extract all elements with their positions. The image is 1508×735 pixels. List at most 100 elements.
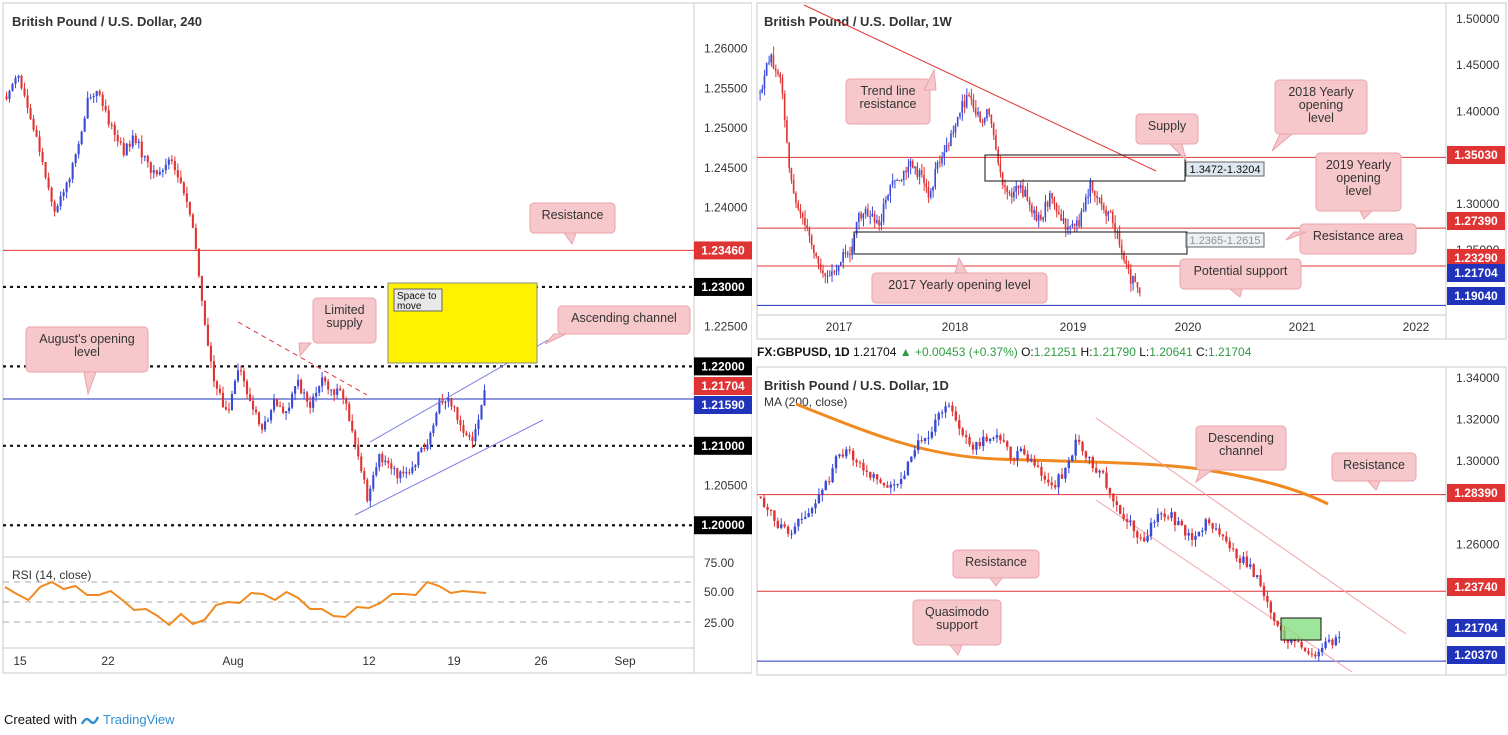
candle-body (884, 199, 887, 204)
candle-body (324, 377, 327, 382)
candle-body (459, 419, 462, 426)
candle-body (363, 471, 366, 480)
candle-body (1134, 275, 1136, 283)
candle-body (1089, 181, 1092, 197)
footer-branding[interactable]: Created with TradingView (4, 712, 175, 727)
callout-august-opening-pointer (83, 371, 97, 396)
candle-body (71, 163, 74, 180)
candle-body (1111, 211, 1114, 224)
callout-supply-box (1135, 113, 1199, 145)
chart-d1[interactable]: British Pound / U.S. Dollar, 1D MA (200, … (756, 366, 1508, 676)
candle-body (952, 132, 954, 134)
chart-w1[interactable]: British Pound / U.S. Dollar, 1W 1.50000 1.… (756, 0, 1508, 340)
candle-body (810, 508, 814, 514)
candle-body (1214, 528, 1218, 530)
chart-d1-panel[interactable]: British Pound / U.S. Dollar, 1D MA (200, … (756, 366, 1508, 676)
candle-body (1009, 446, 1012, 459)
candle-body (1242, 556, 1245, 563)
candle-body (878, 220, 880, 226)
candle-body (913, 450, 916, 457)
candle-body (887, 195, 889, 200)
x-tick-label: 2019 (1060, 320, 1087, 334)
candle-body (1259, 575, 1262, 587)
candle-body (1057, 474, 1060, 488)
candle-body (963, 101, 966, 108)
callout-2018-opening-box (1274, 79, 1368, 135)
candle-body (848, 449, 851, 451)
candle-body (1015, 186, 1017, 192)
candle-body (844, 252, 847, 255)
price-tag: 1.21704 (1454, 621, 1498, 635)
candle-body (1197, 531, 1201, 536)
candle-body (167, 159, 170, 165)
candle-body (1033, 210, 1035, 214)
candle-body (266, 420, 270, 422)
candle-body (1327, 639, 1331, 642)
candle-body (940, 412, 944, 414)
candle-body (263, 421, 267, 430)
chart-h4[interactable]: British Pound / U.S. Dollar, 240 1.26000 1… (0, 0, 752, 676)
candle-body (221, 392, 225, 408)
candle-body (1180, 521, 1184, 526)
symbol-info-bar: FX:GBPUSD, 1D 1.21704 ▲ +0.00453 (+0.37%… (757, 345, 1251, 359)
candle-body (239, 370, 243, 372)
chart-title: British Pound / U.S. Dollar, 240 (12, 14, 202, 29)
callout-trend-line: Trend line (860, 84, 915, 98)
candle-body (50, 187, 53, 202)
candle-body (827, 481, 831, 483)
chart-w1-panel[interactable]: British Pound / U.S. Dollar, 1W 1.50000 1.… (756, 0, 1508, 340)
candle-body (1314, 654, 1317, 657)
x-tick-label: Aug (222, 654, 243, 668)
candle-body (248, 394, 252, 401)
candle-body (808, 228, 811, 237)
tradingview-brand[interactable]: TradingView (102, 712, 175, 727)
callout-limited-supply: supply (326, 316, 363, 330)
ma-label: MA (200, close) (764, 395, 847, 409)
candle-body (32, 118, 35, 130)
candle-body (983, 118, 986, 123)
x-tick-label: Sep (614, 654, 636, 668)
callout-quasimodo-pointer (948, 644, 963, 656)
candle-body (257, 412, 261, 425)
candle-body (270, 410, 273, 421)
candle-body (1300, 641, 1303, 648)
candle-body (29, 107, 32, 119)
price-tag: 1.28390 (1454, 486, 1498, 500)
chart-h4-panel[interactable]: British Pound / U.S. Dollar, 240 1.26000 1… (0, 0, 752, 676)
candle-body (770, 54, 772, 63)
candle-body (1064, 218, 1067, 230)
candle-body (92, 96, 95, 98)
callout-2017-opening-pointer (954, 256, 968, 274)
candle-body (950, 133, 952, 146)
candle-body (116, 134, 119, 142)
candle-body (1037, 214, 1040, 221)
candle-body (474, 429, 477, 442)
candle-body (372, 475, 375, 489)
candle-body (1017, 186, 1020, 189)
price-tag-bg (1447, 287, 1505, 305)
candle-body (95, 91, 98, 97)
candle-body (958, 420, 961, 429)
candle-body (879, 479, 882, 483)
candle-body (312, 396, 315, 408)
price-tag-bg (1447, 578, 1505, 596)
x-tick-label: 26 (534, 654, 548, 668)
candle-body (62, 192, 65, 197)
candle-body (417, 452, 420, 466)
candle-body (414, 465, 417, 468)
candle-body (38, 136, 41, 152)
space-to-move-label-bg (393, 288, 443, 312)
last-price: 1.21704 (853, 345, 897, 359)
candle-body (1228, 541, 1231, 549)
candle-body (1105, 472, 1108, 488)
candle-body (769, 509, 773, 511)
candle-body (1194, 535, 1197, 540)
candle-body (1004, 185, 1006, 187)
candle-body (17, 75, 20, 79)
callout-quasimodo: support (936, 618, 978, 632)
candles (759, 46, 1141, 297)
candle-body (1031, 204, 1033, 214)
candle-body (164, 164, 167, 171)
candle-body (1098, 197, 1101, 199)
candle-body (188, 201, 191, 215)
